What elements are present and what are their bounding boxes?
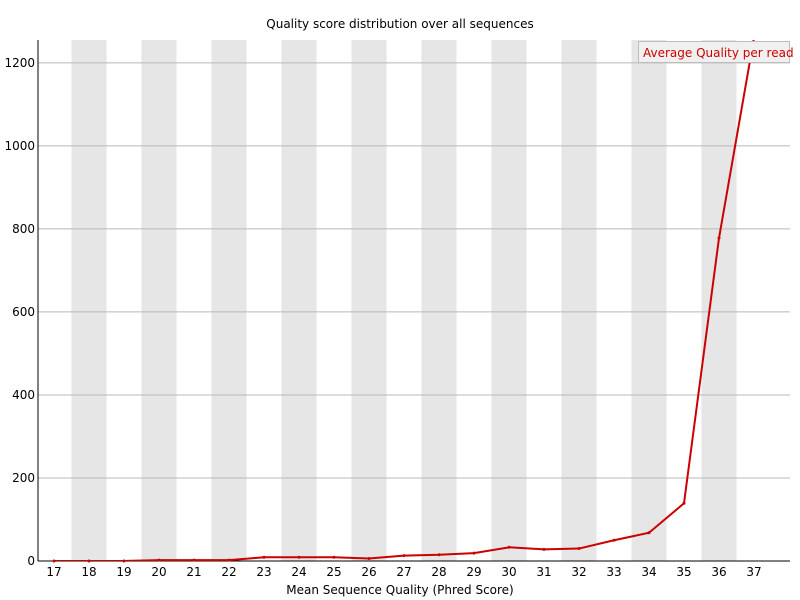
y-tick-label: 1200 (4, 56, 35, 70)
x-tick-label: 24 (291, 565, 306, 579)
plot-bands (71, 40, 737, 561)
data-point (227, 558, 231, 562)
x-tick-label: 34 (641, 565, 656, 579)
plot-band (421, 40, 457, 561)
x-tick-label: 37 (746, 565, 761, 579)
data-point (52, 559, 56, 563)
chart-title: Quality score distribution over all sequ… (266, 17, 534, 31)
data-point (122, 559, 126, 563)
x-tick-label: 29 (466, 565, 481, 579)
data-point (157, 558, 161, 562)
data-point (402, 554, 406, 558)
data-point (507, 545, 511, 549)
plot-band (351, 40, 387, 561)
x-tick-label: 33 (606, 565, 621, 579)
data-point (717, 236, 721, 240)
data-point (577, 547, 581, 551)
y-tick-label: 0 (27, 554, 35, 568)
data-point (612, 538, 616, 542)
x-tick-label: 35 (676, 565, 691, 579)
x-axis-ticks: 17 18 19 20 21 22 23 24 25 26 27 28 29 30 31 32 33 34 35 36… (46, 565, 761, 579)
plot-band (141, 40, 177, 561)
y-tick-label: 1000 (4, 139, 35, 153)
y-tick-label: 400 (12, 388, 35, 402)
x-tick-label: 25 (326, 565, 341, 579)
y-tick-label: 800 (12, 222, 35, 236)
x-tick-label: 23 (256, 565, 271, 579)
y-tick-label: 600 (12, 305, 35, 319)
data-point (87, 559, 91, 563)
x-tick-label: 21 (186, 565, 201, 579)
x-tick-label: 26 (361, 565, 376, 579)
x-tick-label: 22 (221, 565, 236, 579)
x-tick-label: 30 (501, 565, 516, 579)
x-tick-label: 28 (431, 565, 446, 579)
legend-label: Average Quality per read (643, 46, 794, 60)
plot-band (281, 40, 317, 561)
plot-band (211, 40, 247, 561)
x-tick-label: 27 (396, 565, 411, 579)
series-layer (52, 40, 755, 563)
plot-band (71, 40, 107, 561)
data-point (682, 501, 686, 505)
plot-band (491, 40, 527, 561)
x-tick-label: 17 (46, 565, 61, 579)
x-tick-label: 36 (711, 565, 726, 579)
data-point (367, 557, 371, 561)
x-tick-label: 32 (571, 565, 586, 579)
plot-band (561, 40, 597, 561)
plot-gridlines (38, 62, 790, 479)
x-tick-label: 18 (81, 565, 96, 579)
data-point (332, 555, 336, 559)
x-axis-label: Mean Sequence Quality (Phred Score) (286, 583, 514, 597)
plot-band (701, 40, 737, 561)
legend: Average Quality per read (638, 41, 794, 63)
x-tick-label: 19 (116, 565, 131, 579)
x-tick-label: 20 (151, 565, 166, 579)
data-point (437, 553, 441, 557)
y-axis-ticks: 0 200 400 600 800 1000 1200 (4, 56, 35, 568)
plot-band (631, 40, 667, 561)
x-tick-label: 31 (536, 565, 551, 579)
data-point (472, 551, 476, 555)
data-point (542, 547, 546, 551)
data-point (192, 558, 196, 562)
data-point (647, 531, 651, 535)
data-point (297, 555, 301, 559)
y-tick-label: 200 (12, 471, 35, 485)
data-point (262, 555, 266, 559)
